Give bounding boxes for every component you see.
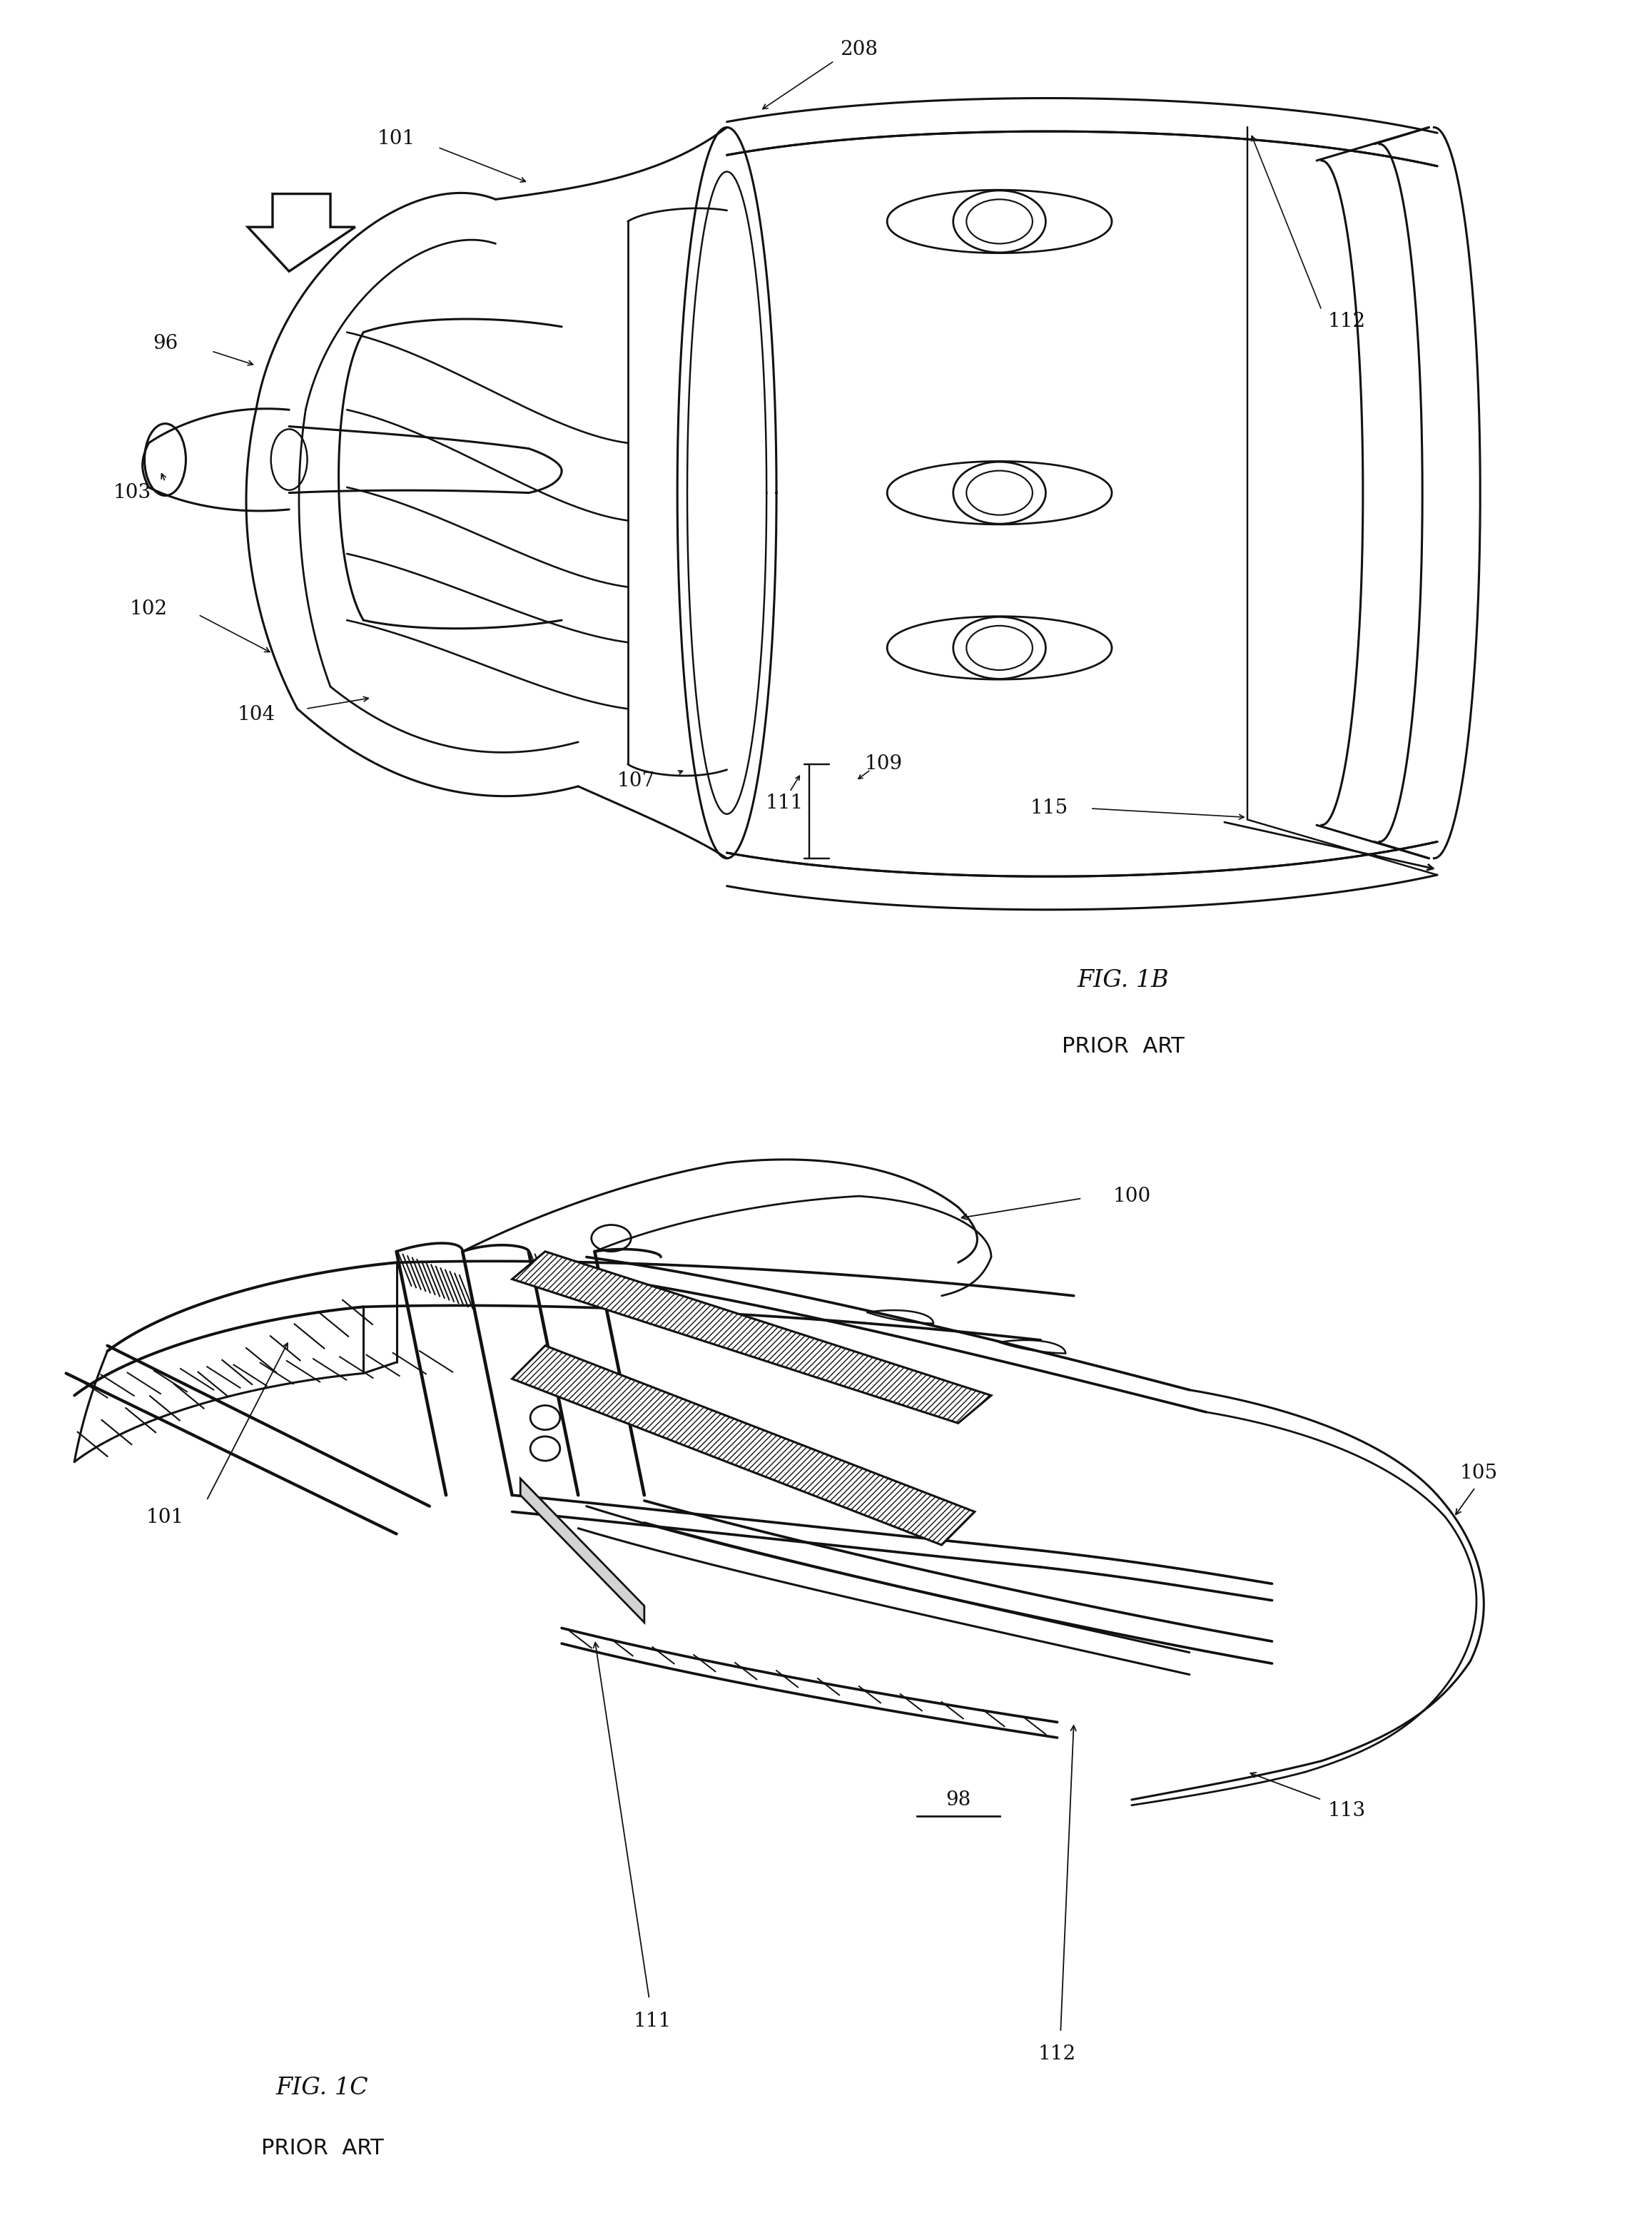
Polygon shape — [520, 1480, 644, 1621]
Text: 103: 103 — [114, 483, 150, 503]
Text: 98: 98 — [945, 1790, 971, 1810]
Text: 104: 104 — [238, 704, 274, 724]
Text: 96: 96 — [152, 334, 178, 352]
Polygon shape — [512, 1251, 991, 1422]
Text: 101: 101 — [145, 1508, 185, 1526]
Text: 113: 113 — [1328, 1801, 1365, 1821]
Text: 111: 111 — [633, 2011, 672, 2031]
Text: 105: 105 — [1460, 1464, 1497, 1482]
Text: 109: 109 — [866, 755, 902, 773]
Text: FIG. 1B: FIG. 1B — [1077, 968, 1170, 992]
Text: 107: 107 — [616, 771, 656, 791]
Text: FIG. 1C: FIG. 1C — [276, 2075, 368, 2100]
Text: 111: 111 — [765, 793, 805, 813]
Polygon shape — [248, 195, 355, 270]
Text: 102: 102 — [131, 600, 167, 618]
Text: 208: 208 — [841, 40, 877, 60]
Text: 101: 101 — [377, 128, 416, 148]
Text: 112: 112 — [1039, 2044, 1075, 2064]
Text: 100: 100 — [1112, 1187, 1151, 1205]
Polygon shape — [512, 1347, 975, 1546]
Text: PRIOR  ART: PRIOR ART — [261, 2137, 383, 2160]
Text: 112: 112 — [1328, 312, 1365, 330]
Text: 115: 115 — [1031, 800, 1067, 817]
Text: PRIOR  ART: PRIOR ART — [1062, 1037, 1184, 1057]
